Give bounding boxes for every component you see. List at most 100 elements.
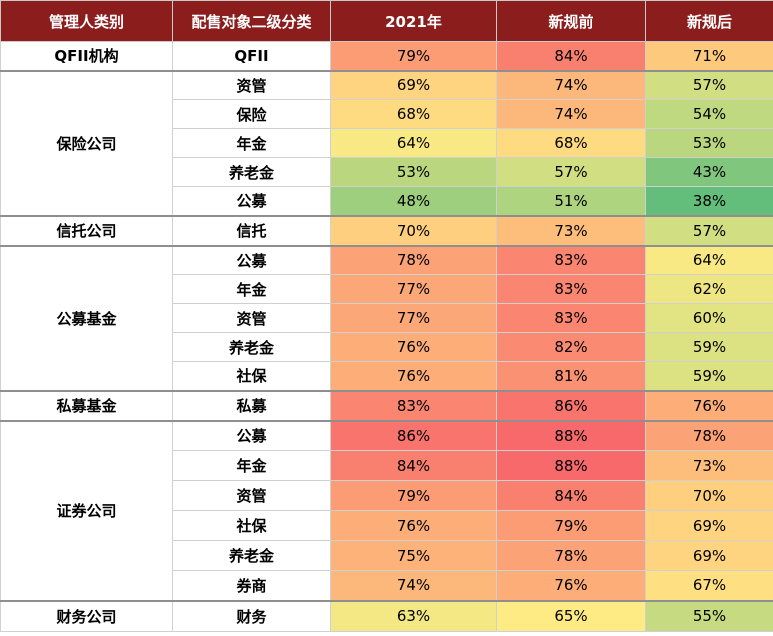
table-row: 公募基金 公募 78% 83% 64% xyxy=(0,244,773,391)
value-after-cell: 57% xyxy=(645,69,773,100)
value-before-cell: 78% xyxy=(496,540,646,571)
value-before-cell: 82% xyxy=(496,332,646,362)
table-row: 养老金 76% 82% 59% xyxy=(1,332,773,362)
value-after-cell: 59% xyxy=(645,332,773,362)
category-cell: 信托公司 xyxy=(0,214,173,246)
header-manager-category: 管理人类别 xyxy=(0,0,173,42)
header-row: 管理人类别 配售对象二级分类 2021年 新规前 新规后 xyxy=(0,0,773,42)
value-after-cell: 55% xyxy=(645,599,773,632)
subcategory-cell: 年金 xyxy=(172,450,331,481)
value-2021-cell: 79% xyxy=(330,41,497,71)
value-2021-cell: 84% xyxy=(330,450,497,481)
table-row: 社保 76% 81% 59% xyxy=(1,361,773,391)
value-before-cell: 88% xyxy=(496,450,646,481)
table-row: 年金 84% 88% 73% xyxy=(1,450,773,481)
table-row: 公募 48% 51% 38% xyxy=(1,186,773,216)
category-cell: 证券公司 xyxy=(0,419,173,601)
category-cell: 公募基金 xyxy=(0,244,173,391)
subcategory-cell: 资管 xyxy=(172,480,331,511)
value-after-cell: 69% xyxy=(645,540,773,571)
subcategory-cell: QFII xyxy=(172,41,331,71)
value-2021-cell: 63% xyxy=(330,599,497,632)
value-after-cell: 57% xyxy=(645,214,773,246)
value-2021-cell: 48% xyxy=(330,186,497,216)
header-after-new-rules: 新规后 xyxy=(645,0,773,42)
value-after-cell: 60% xyxy=(645,303,773,333)
header-2021: 2021年 xyxy=(330,0,497,42)
value-before-cell: 51% xyxy=(496,186,646,216)
value-after-cell: 67% xyxy=(645,570,773,601)
table-row: 私募基金 私募 83% 86% 76% xyxy=(0,389,773,421)
subcategory-cell: 公募 xyxy=(172,419,331,451)
table-row: 资管 79% 84% 70% xyxy=(1,480,773,511)
subcategory-cell: 养老金 xyxy=(172,157,331,187)
value-before-cell: 84% xyxy=(496,41,646,71)
value-before-cell: 76% xyxy=(496,570,646,601)
subcategory-cell: 财务 xyxy=(172,599,331,632)
subcategory-cell: 社保 xyxy=(172,361,331,391)
value-after-cell: 62% xyxy=(645,274,773,304)
value-before-cell: 83% xyxy=(496,244,646,275)
value-before-cell: 65% xyxy=(496,599,646,632)
value-2021-cell: 77% xyxy=(330,274,497,304)
value-2021-cell: 76% xyxy=(330,332,497,362)
value-2021-cell: 78% xyxy=(330,244,497,275)
value-before-cell: 84% xyxy=(496,480,646,511)
value-before-cell: 73% xyxy=(496,214,646,246)
value-before-cell: 68% xyxy=(496,128,646,158)
value-2021-cell: 79% xyxy=(330,480,497,511)
subcategory-cell: 年金 xyxy=(172,274,331,304)
table-row: 财务公司 财务 63% 65% 55% xyxy=(0,599,773,632)
table-body: QFII机构 QFII 79% 84% 71% 保险公司 资管 69% 74% 57% 保险 68% 7… xyxy=(0,41,773,632)
value-after-cell: 70% xyxy=(645,480,773,511)
subcategory-cell: 公募 xyxy=(172,244,331,275)
table-row: 券商 74% 76% 67% xyxy=(1,570,773,601)
value-after-cell: 73% xyxy=(645,450,773,481)
subcategory-cell: 资管 xyxy=(172,69,331,100)
value-2021-cell: 68% xyxy=(330,99,497,129)
subcategory-cell: 养老金 xyxy=(172,332,331,362)
table-row: QFII机构 QFII 79% 84% 71% xyxy=(0,41,773,71)
value-after-cell: 76% xyxy=(645,389,773,421)
value-after-cell: 64% xyxy=(645,244,773,275)
value-after-cell: 71% xyxy=(645,41,773,71)
subcategory-cell: 养老金 xyxy=(172,540,331,571)
value-before-cell: 88% xyxy=(496,419,646,451)
value-after-cell: 69% xyxy=(645,510,773,541)
value-after-cell: 38% xyxy=(645,186,773,216)
value-before-cell: 83% xyxy=(496,274,646,304)
subcategory-cell: 保险 xyxy=(172,99,331,129)
subcategory-cell: 社保 xyxy=(172,510,331,541)
value-2021-cell: 86% xyxy=(330,419,497,451)
value-after-cell: 53% xyxy=(645,128,773,158)
subcategory-cell: 信托 xyxy=(172,214,331,246)
value-before-cell: 74% xyxy=(496,69,646,100)
value-after-cell: 54% xyxy=(645,99,773,129)
header-before-new-rules: 新规前 xyxy=(496,0,646,42)
header-sub-category: 配售对象二级分类 xyxy=(172,0,331,42)
table-row: 年金 64% 68% 53% xyxy=(1,128,773,158)
value-2021-cell: 76% xyxy=(330,361,497,391)
category-cell: 私募基金 xyxy=(0,389,173,421)
value-2021-cell: 69% xyxy=(330,69,497,100)
value-before-cell: 86% xyxy=(496,389,646,421)
value-before-cell: 74% xyxy=(496,99,646,129)
value-2021-cell: 83% xyxy=(330,389,497,421)
subcategory-cell: 年金 xyxy=(172,128,331,158)
subcategory-cell: 私募 xyxy=(172,389,331,421)
table-row: 证券公司 公募 86% 88% 78% xyxy=(0,419,773,601)
table-row: 养老金 53% 57% 43% xyxy=(1,157,773,187)
table-row: 养老金 75% 78% 69% xyxy=(1,540,773,571)
value-before-cell: 57% xyxy=(496,157,646,187)
value-2021-cell: 76% xyxy=(330,510,497,541)
value-2021-cell: 64% xyxy=(330,128,497,158)
category-cell: QFII机构 xyxy=(0,41,173,71)
subcategory-cell: 资管 xyxy=(172,303,331,333)
table-row: 保险公司 资管 69% 74% 57% xyxy=(0,69,773,216)
value-before-cell: 83% xyxy=(496,303,646,333)
value-2021-cell: 74% xyxy=(330,570,497,601)
table-row: 资管 77% 83% 60% xyxy=(1,303,773,333)
table-row: 信托公司 信托 70% 73% 57% xyxy=(0,214,773,246)
value-after-cell: 43% xyxy=(645,157,773,187)
